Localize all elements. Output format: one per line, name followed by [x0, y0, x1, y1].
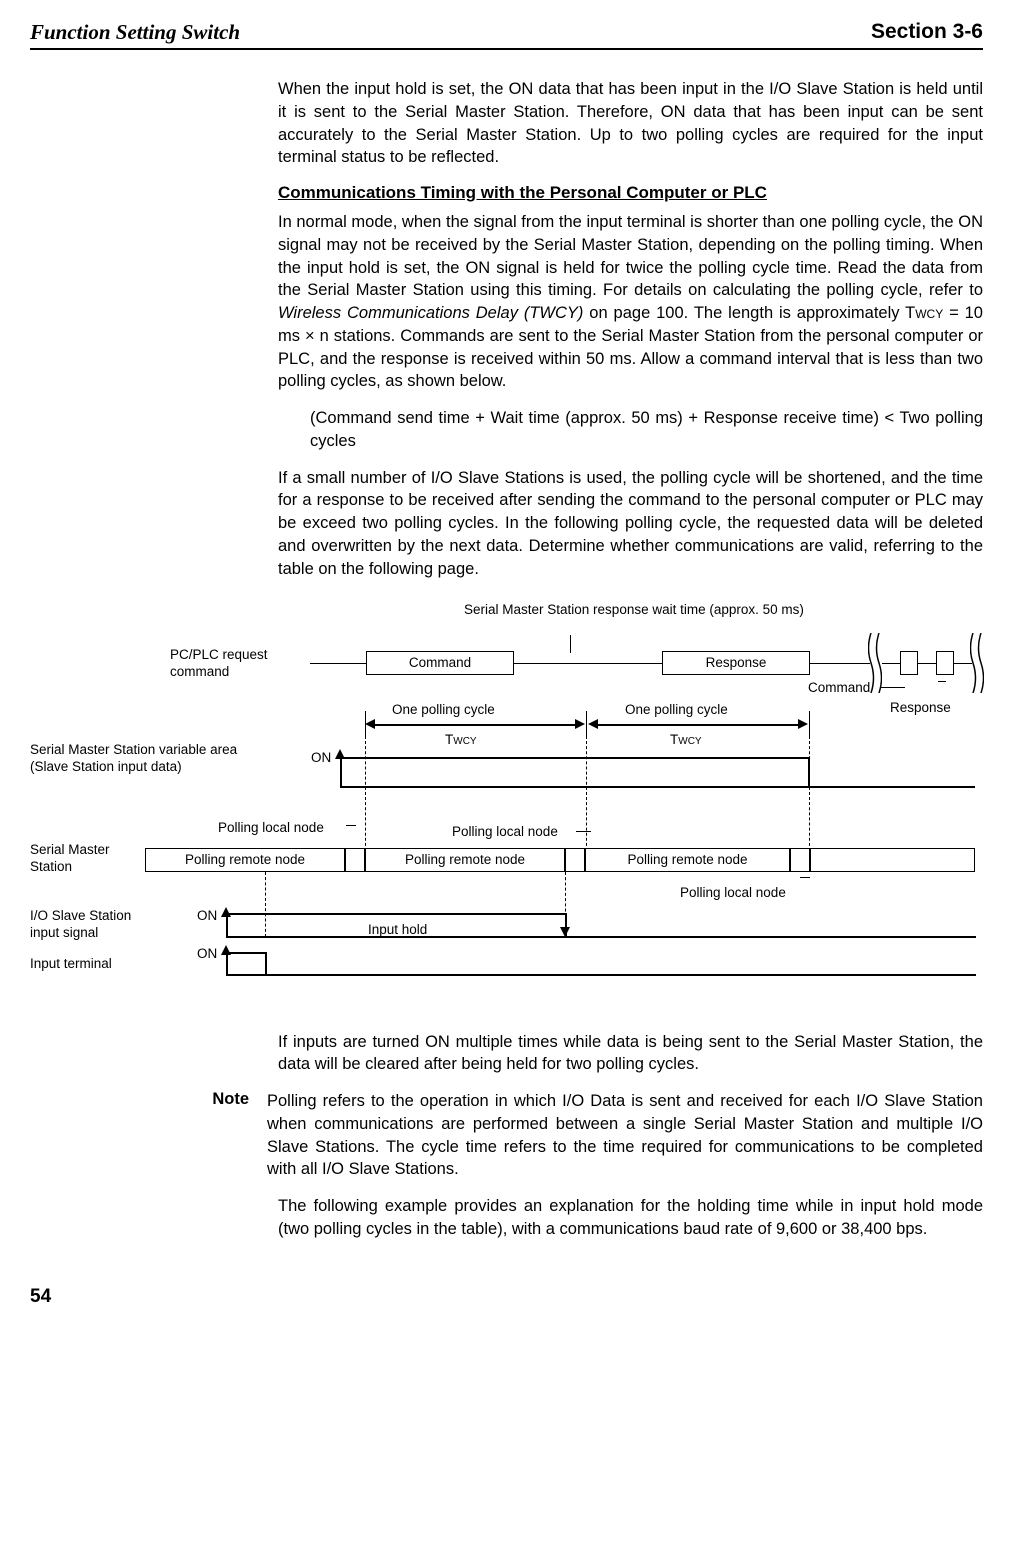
response-label-2: Response	[890, 699, 951, 717]
poll-remote-2: Polling remote node	[405, 852, 525, 867]
mid-line	[514, 663, 662, 664]
note-text: Polling refers to the operation in which…	[267, 1090, 983, 1181]
response-line-right	[810, 663, 870, 664]
poll-remote-box-1: Polling remote node	[145, 848, 345, 872]
content-after-note: The following example provides an explan…	[278, 1195, 983, 1241]
cycle-tick-1	[365, 711, 366, 739]
poll-local-2: Polling local node	[452, 823, 558, 841]
subheading-1: Communications Timing with the Personal …	[278, 183, 983, 203]
response-box-2	[936, 651, 954, 675]
note-label: Note	[207, 1090, 267, 1181]
resp2-pointer-line	[938, 681, 946, 682]
poll-local-1: Polling local node	[218, 819, 324, 837]
on1-high	[342, 757, 808, 759]
poll-local3-line	[800, 877, 810, 878]
command-label-1: Command	[409, 655, 471, 670]
cmd2-mid-line	[918, 663, 936, 664]
poll-local-3: Polling local node	[680, 884, 786, 902]
break-symbol-2	[970, 633, 984, 693]
cmd2-pointer-line	[880, 687, 905, 688]
on3-high	[228, 952, 265, 954]
poll-local2-line	[576, 831, 591, 832]
main-content: When the input hold is set, the ON data …	[278, 78, 983, 581]
content-below-diagram: If inputs are turned ON multiple times w…	[278, 1031, 983, 1077]
cycle-line-1	[375, 724, 575, 726]
timing-diagram: Serial Master Station response wait time…	[30, 601, 983, 1011]
dash-3	[809, 741, 810, 851]
poll-local-box-2	[565, 848, 585, 872]
arrow-right-2	[798, 719, 808, 729]
paragraph-4: If a small number of I/O Slave Stations …	[278, 467, 983, 581]
twcy-1: TWCY	[445, 731, 477, 749]
paragraph-3: (Command send time + Wait time (approx. …	[310, 407, 983, 453]
p2-text-a: In normal mode, when the signal from the…	[278, 213, 983, 299]
dash-1	[365, 741, 366, 851]
twcy-sub-1: WCY	[453, 736, 476, 747]
cycle-line-2	[598, 724, 798, 726]
header-title-left: Function Setting Switch	[30, 20, 240, 45]
pc-plc-label: PC/PLC request command	[170, 646, 290, 681]
poll-local1-line	[346, 825, 356, 826]
on2-baseline	[226, 936, 976, 938]
paragraph-7: The following example provides an explan…	[278, 1195, 983, 1241]
poll-remote-3: Polling remote node	[627, 852, 747, 867]
response-box-1: Response	[662, 651, 810, 675]
wcy-subscript: WCY	[915, 307, 943, 321]
header-title-right: Section 3-6	[871, 20, 983, 45]
serial-master-label: Serial Master Station	[30, 841, 140, 876]
command-label-2: Command	[808, 679, 870, 697]
cmd-line-left	[310, 663, 366, 664]
arrow-left-1	[365, 719, 375, 729]
one-cycle-2: One polling cycle	[625, 701, 728, 719]
page-header: Function Setting Switch Section 3-6	[30, 20, 983, 50]
on2-rise	[226, 913, 228, 938]
command-box-2	[900, 651, 918, 675]
on1-rise	[340, 757, 342, 787]
dash-4	[265, 872, 266, 937]
on2-high	[228, 913, 565, 915]
paragraph-1: When the input hold is set, the ON data …	[278, 78, 983, 169]
poll-remote-1: Polling remote node	[185, 852, 305, 867]
title-pointer	[570, 635, 571, 653]
response-label-1: Response	[706, 655, 767, 670]
twcy-sub-2: WCY	[678, 736, 701, 747]
p2-text-c: on page 100. The length is approximately…	[583, 304, 915, 322]
on3-baseline	[226, 974, 976, 976]
on2-fall-arrow	[560, 927, 570, 937]
serial-var-label: Serial Master Station variable area (Sla…	[30, 741, 250, 776]
twcy-2: TWCY	[670, 731, 702, 749]
on-label-1: ON	[311, 749, 331, 767]
after-break-line-1	[882, 663, 900, 664]
cycle-tick-3	[809, 711, 810, 739]
on1-baseline	[340, 786, 810, 788]
on1-baseline-right	[810, 786, 975, 788]
poll-local-box-1	[345, 848, 365, 872]
dash-2	[586, 741, 587, 851]
command-box-1: Command	[366, 651, 514, 675]
on-label-2: ON	[197, 907, 217, 925]
poll-remote-box-3: Polling remote node	[585, 848, 790, 872]
arrow-right-1	[575, 719, 585, 729]
note-block: Note Polling refers to the operation in …	[30, 1090, 983, 1181]
input-term-label: Input terminal	[30, 955, 112, 973]
on3-fall	[265, 952, 267, 976]
input-hold-label: Input hold	[368, 921, 427, 939]
poll-remote-box-2: Polling remote node	[365, 848, 565, 872]
on3-rise	[226, 952, 228, 976]
cycle-tick-2	[586, 711, 587, 739]
page-number: 54	[30, 1286, 983, 1308]
io-slave-label: I/O Slave Station input signal	[30, 907, 160, 942]
arrow-left-2	[588, 719, 598, 729]
paragraph-5: If inputs are turned ON multiple times w…	[278, 1031, 983, 1077]
diagram-title: Serial Master Station response wait time…	[464, 601, 804, 619]
paragraph-2: In normal mode, when the signal from the…	[278, 211, 983, 393]
p2-text-b: Wireless Communications Delay (TWCY)	[278, 304, 583, 322]
one-cycle-1: One polling cycle	[392, 701, 495, 719]
on-label-3: ON	[197, 945, 217, 963]
poll-remote-box-4	[810, 848, 975, 872]
poll-local-box-3	[790, 848, 810, 872]
